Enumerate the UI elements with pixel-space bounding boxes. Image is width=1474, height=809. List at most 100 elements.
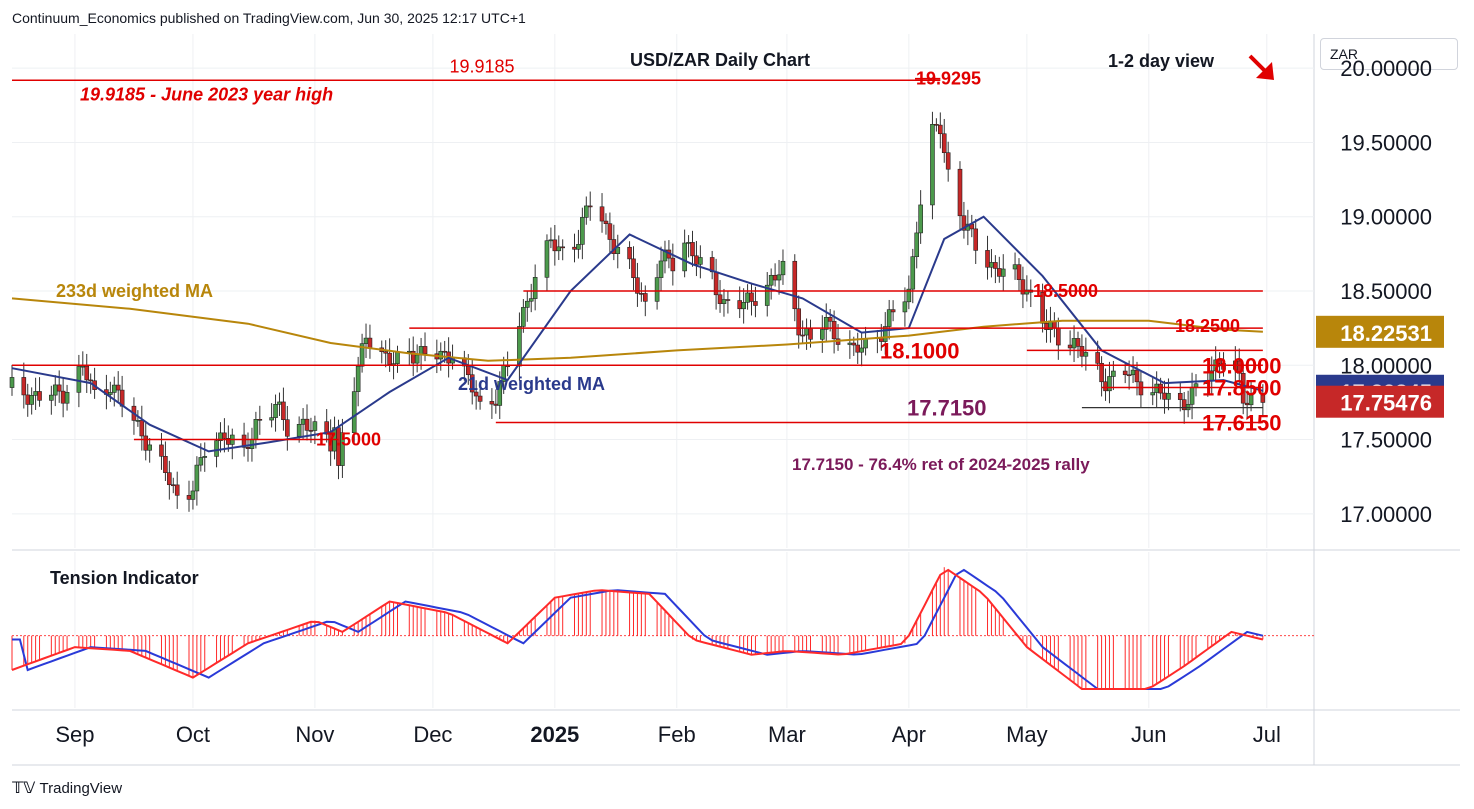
candle — [159, 444, 164, 457]
currency-box[interactable] — [1320, 38, 1458, 70]
candle — [599, 206, 605, 222]
candle — [1103, 381, 1108, 392]
candle — [497, 381, 503, 406]
candle — [989, 262, 994, 268]
candle — [1099, 362, 1104, 383]
price-tag — [1316, 385, 1444, 418]
candle — [387, 352, 392, 365]
candle — [80, 365, 86, 368]
annotation-fib: 17.7150 - 76.4% ret of 2024-2025 rally — [792, 455, 1090, 474]
candle — [1012, 264, 1018, 270]
candle — [304, 418, 310, 431]
candle — [1111, 370, 1116, 377]
candle — [1056, 327, 1061, 346]
candle — [1067, 344, 1073, 349]
candle — [300, 418, 306, 425]
candle — [167, 472, 172, 486]
candle — [253, 419, 259, 440]
candle — [792, 260, 798, 310]
candle — [772, 274, 778, 281]
x-tick-label: Jul — [1253, 722, 1281, 747]
candle — [934, 123, 939, 126]
candle — [737, 300, 743, 310]
candle — [25, 394, 31, 405]
candle — [532, 277, 538, 299]
peak-label: 19.9295 — [916, 69, 981, 89]
candle — [340, 432, 345, 466]
candle — [603, 220, 609, 224]
candle — [910, 256, 916, 290]
candle — [886, 309, 892, 327]
candle — [1181, 399, 1187, 411]
y-tick-label: 20.00000 — [1340, 56, 1432, 81]
candle — [406, 350, 412, 353]
price-tag-label: 18.22531 — [1340, 321, 1432, 346]
y-tick-label: 18.50000 — [1340, 279, 1432, 304]
candle — [1260, 394, 1266, 403]
arrow-head-icon — [1256, 62, 1274, 80]
candle — [725, 299, 731, 301]
candle — [1107, 376, 1112, 392]
candle — [851, 342, 857, 346]
chart-subtitle: 1-2 day view — [1108, 51, 1215, 71]
level-label-17-5: 17.5000 — [316, 430, 381, 450]
candle — [709, 257, 715, 273]
candle — [143, 435, 149, 451]
price-tag-label: 17.75476 — [1340, 391, 1432, 416]
candle — [170, 484, 176, 487]
candle — [631, 258, 636, 279]
candle — [1248, 394, 1254, 406]
x-tick-label: Mar — [768, 722, 806, 747]
candle — [1122, 370, 1128, 376]
candle — [930, 123, 935, 206]
candle — [698, 257, 703, 265]
level-label-18-1: 18.1000 — [880, 338, 960, 363]
candle — [64, 392, 70, 404]
candle — [285, 419, 290, 437]
price-tag — [1316, 315, 1444, 348]
y-tick-label: 17.50000 — [1340, 428, 1432, 453]
annotation-ma233: 233d weighted MA — [56, 281, 213, 301]
candle — [1000, 268, 1006, 277]
candle — [359, 343, 365, 367]
candle — [395, 351, 400, 364]
candle — [88, 379, 93, 382]
x-tick-label: May — [1006, 722, 1048, 747]
candle — [914, 232, 920, 257]
candle — [682, 242, 687, 272]
candle — [108, 392, 113, 395]
candle — [808, 328, 813, 340]
candle — [776, 274, 782, 281]
annotation-june-high: 19.9185 - June 2023 year high — [80, 84, 333, 104]
candle — [9, 377, 15, 388]
candle — [174, 484, 180, 496]
candle — [214, 440, 219, 457]
candle — [882, 326, 888, 342]
candle — [1236, 360, 1242, 374]
x-tick-label: Nov — [295, 722, 334, 747]
candle — [796, 308, 802, 336]
y-tick-label: 17.00000 — [1340, 502, 1432, 527]
candle — [139, 420, 145, 437]
candle — [473, 391, 479, 397]
candle — [556, 246, 562, 252]
candle — [764, 284, 770, 306]
candle — [1071, 338, 1077, 349]
level-label-17-615: 17.6150 — [1202, 410, 1282, 435]
candle — [477, 395, 483, 402]
candle — [985, 250, 990, 268]
candle — [957, 168, 963, 217]
candle — [859, 347, 864, 353]
candle — [312, 421, 318, 431]
candle — [21, 377, 27, 396]
candle — [1244, 402, 1250, 406]
candle — [1189, 386, 1195, 405]
footer: 𝕋𝕍 TradingView — [12, 778, 122, 798]
candle — [163, 456, 168, 473]
candle — [1162, 392, 1167, 400]
candle — [1134, 369, 1140, 383]
y-tick-label: 19.00000 — [1340, 205, 1432, 230]
candle — [111, 384, 117, 393]
candle — [29, 395, 34, 405]
